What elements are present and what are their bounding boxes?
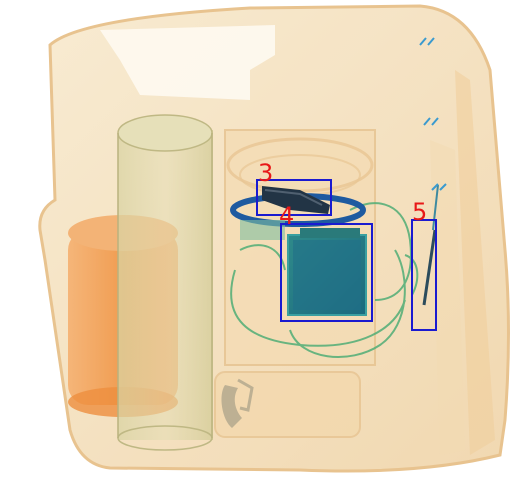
blue-marks: [419, 37, 447, 191]
detection-label-4: 4: [279, 202, 294, 230]
tablet-device: [287, 228, 367, 316]
thin-rod: [422, 184, 439, 306]
detection-box-3: 3: [256, 159, 332, 216]
bottom-pouch: [214, 371, 361, 438]
dark-object: [262, 186, 330, 214]
detection-label-5: 5: [412, 198, 427, 226]
detection-box-4: 4: [279, 202, 373, 322]
translucent-tube: [117, 114, 213, 451]
cables: [230, 202, 419, 358]
detection-box-5: 5: [411, 198, 437, 331]
detection-label-3: 3: [258, 159, 273, 187]
